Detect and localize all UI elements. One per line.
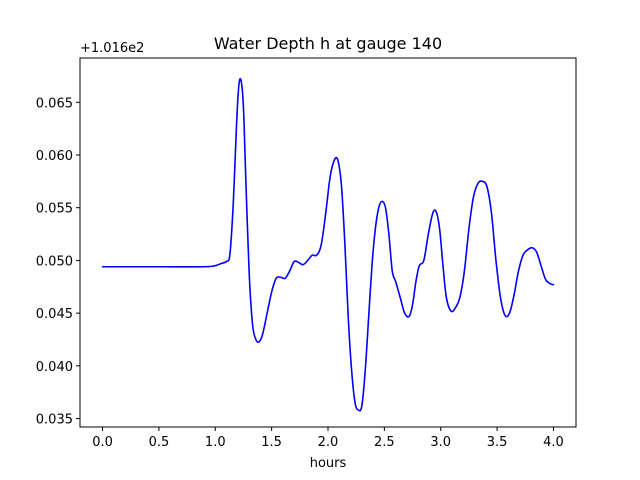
x-tick-label: 1.5 (261, 435, 282, 450)
series-line (101, 77, 555, 412)
y-tick-label: 0.055 (36, 202, 73, 217)
x-tick-label: 0.0 (92, 435, 113, 450)
x-tick-label: 4.0 (543, 435, 564, 450)
x-tick-label: 2.5 (374, 435, 395, 450)
x-tick-label: 2.0 (318, 435, 339, 450)
y-tick-label: 0.045 (36, 307, 73, 322)
x-tick-label: 1.0 (205, 435, 226, 450)
x-tick-label: 3.0 (430, 435, 451, 450)
x-axis-label: hours (310, 456, 347, 471)
y-offset-label: +1.016e2 (80, 41, 144, 56)
series-group (101, 77, 555, 412)
x-axis: 0.0 0.5 1.0 1.5 2.0 2.5 3.0 3.5 4.0 (92, 427, 564, 450)
x-tick-label: 3.5 (487, 435, 508, 450)
y-tick-label: 0.060 (36, 149, 73, 164)
x-tick-label: 0.5 (149, 435, 170, 450)
chart-title: Water Depth h at gauge 140 (214, 34, 442, 53)
y-tick-label: 0.050 (36, 254, 73, 269)
y-tick-label: 0.040 (36, 360, 73, 375)
y-tick-label: 0.035 (36, 413, 73, 428)
y-axis: 0.035 0.040 0.045 0.050 0.055 0.060 0.065 (36, 96, 80, 428)
axes-frame (79, 57, 577, 428)
plot-area: 0.0 0.5 1.0 1.5 2.0 2.5 3.0 3.5 4.0 0.0350.0400.… (36, 57, 577, 450)
y-tick-label: 0.065 (36, 96, 73, 111)
